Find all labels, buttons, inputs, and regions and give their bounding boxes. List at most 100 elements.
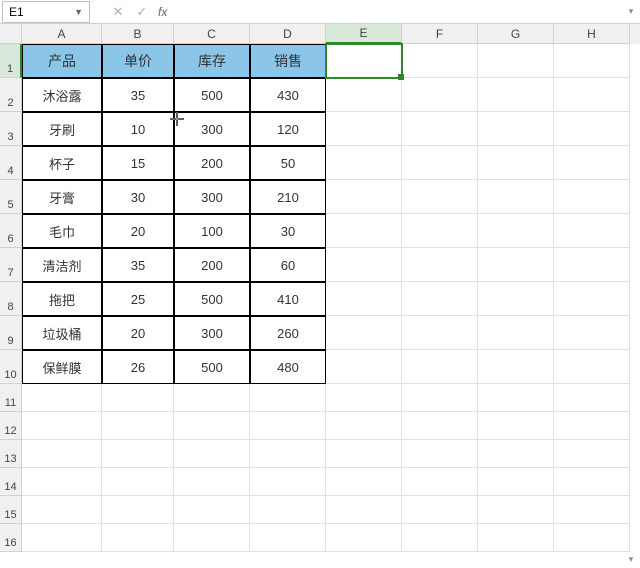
row-header-15[interactable]: 15 <box>0 496 22 524</box>
row-header-8[interactable]: 8 <box>0 282 22 316</box>
cell-F1[interactable] <box>402 44 478 78</box>
cell-B10[interactable]: 26 <box>102 350 174 384</box>
cell-G3[interactable] <box>478 112 554 146</box>
row-header-10[interactable]: 10 <box>0 350 22 384</box>
cell-E6[interactable] <box>326 214 402 248</box>
cell-B4[interactable]: 15 <box>102 146 174 180</box>
cell-C7[interactable]: 200 <box>174 248 250 282</box>
column-header-B[interactable]: B <box>102 24 174 44</box>
cell-A6[interactable]: 毛巾 <box>22 214 102 248</box>
cell-C13[interactable] <box>174 440 250 468</box>
cell-A15[interactable] <box>22 496 102 524</box>
cell-H6[interactable] <box>554 214 630 248</box>
cell-A1[interactable]: 产品 <box>22 44 102 78</box>
expand-formula-bar-icon[interactable]: ▾ <box>622 6 640 17</box>
cell-E9[interactable] <box>326 316 402 350</box>
cell-A4[interactable]: 杯子 <box>22 146 102 180</box>
cell-A16[interactable] <box>22 524 102 552</box>
cell-B13[interactable] <box>102 440 174 468</box>
cell-F10[interactable] <box>402 350 478 384</box>
cell-E10[interactable] <box>326 350 402 384</box>
cell-D10[interactable]: 480 <box>250 350 326 384</box>
cell-C5[interactable]: 300 <box>174 180 250 214</box>
cell-A3[interactable]: 牙刷 <box>22 112 102 146</box>
cell-H4[interactable] <box>554 146 630 180</box>
cell-B5[interactable]: 30 <box>102 180 174 214</box>
cell-D4[interactable]: 50 <box>250 146 326 180</box>
cell-G5[interactable] <box>478 180 554 214</box>
cell-B9[interactable]: 20 <box>102 316 174 350</box>
cell-H9[interactable] <box>554 316 630 350</box>
column-header-F[interactable]: F <box>402 24 478 44</box>
cell-F9[interactable] <box>402 316 478 350</box>
column-header-A[interactable]: A <box>22 24 102 44</box>
cell-A12[interactable] <box>22 412 102 440</box>
cell-D12[interactable] <box>250 412 326 440</box>
cell-E11[interactable] <box>326 384 402 412</box>
cell-G1[interactable] <box>478 44 554 78</box>
cell-E8[interactable] <box>326 282 402 316</box>
row-header-7[interactable]: 7 <box>0 248 22 282</box>
cell-F7[interactable] <box>402 248 478 282</box>
row-header-2[interactable]: 2 <box>0 78 22 112</box>
cell-C16[interactable] <box>174 524 250 552</box>
cell-E3[interactable] <box>326 112 402 146</box>
fx-icon[interactable]: fx <box>154 5 171 19</box>
cell-C2[interactable]: 500 <box>174 78 250 112</box>
cell-C14[interactable] <box>174 468 250 496</box>
cell-D11[interactable] <box>250 384 326 412</box>
cell-H15[interactable] <box>554 496 630 524</box>
cell-B7[interactable]: 35 <box>102 248 174 282</box>
cell-G6[interactable] <box>478 214 554 248</box>
cell-E4[interactable] <box>326 146 402 180</box>
cell-G15[interactable] <box>478 496 554 524</box>
expand-corner-icon[interactable]: ▾ <box>622 550 640 568</box>
cell-H7[interactable] <box>554 248 630 282</box>
cell-C15[interactable] <box>174 496 250 524</box>
cell-D8[interactable]: 410 <box>250 282 326 316</box>
cell-C1[interactable]: 库存 <box>174 44 250 78</box>
cell-C11[interactable] <box>174 384 250 412</box>
cell-D6[interactable]: 30 <box>250 214 326 248</box>
cell-F16[interactable] <box>402 524 478 552</box>
cell-F6[interactable] <box>402 214 478 248</box>
cell-C12[interactable] <box>174 412 250 440</box>
row-header-12[interactable]: 12 <box>0 412 22 440</box>
cell-A7[interactable]: 清洁剂 <box>22 248 102 282</box>
row-header-4[interactable]: 4 <box>0 146 22 180</box>
spreadsheet-grid[interactable]: ABCDEFGH 1产品单价库存销售2沐浴露355004303牙刷1030012… <box>0 24 640 552</box>
column-header-G[interactable]: G <box>478 24 554 44</box>
cell-H11[interactable] <box>554 384 630 412</box>
cell-E14[interactable] <box>326 468 402 496</box>
cell-G14[interactable] <box>478 468 554 496</box>
cell-A10[interactable]: 保鲜膜 <box>22 350 102 384</box>
cell-A14[interactable] <box>22 468 102 496</box>
cell-H14[interactable] <box>554 468 630 496</box>
column-header-D[interactable]: D <box>250 24 326 44</box>
cell-D13[interactable] <box>250 440 326 468</box>
row-header-13[interactable]: 13 <box>0 440 22 468</box>
cell-B1[interactable]: 单价 <box>102 44 174 78</box>
fill-handle[interactable] <box>398 74 404 80</box>
row-header-16[interactable]: 16 <box>0 524 22 552</box>
cell-B12[interactable] <box>102 412 174 440</box>
cell-B16[interactable] <box>102 524 174 552</box>
cell-D9[interactable]: 260 <box>250 316 326 350</box>
cell-H3[interactable] <box>554 112 630 146</box>
cell-F4[interactable] <box>402 146 478 180</box>
cell-C4[interactable]: 200 <box>174 146 250 180</box>
cell-D2[interactable]: 430 <box>250 78 326 112</box>
cell-A13[interactable] <box>22 440 102 468</box>
cell-H16[interactable] <box>554 524 630 552</box>
cell-A5[interactable]: 牙膏 <box>22 180 102 214</box>
cell-G10[interactable] <box>478 350 554 384</box>
select-all-corner[interactable] <box>0 24 22 44</box>
row-header-1[interactable]: 1 <box>0 44 22 78</box>
cell-F12[interactable] <box>402 412 478 440</box>
column-header-H[interactable]: H <box>554 24 630 44</box>
cell-B14[interactable] <box>102 468 174 496</box>
cell-D16[interactable] <box>250 524 326 552</box>
cell-D1[interactable]: 销售 <box>250 44 326 78</box>
cell-H5[interactable] <box>554 180 630 214</box>
row-header-14[interactable]: 14 <box>0 468 22 496</box>
